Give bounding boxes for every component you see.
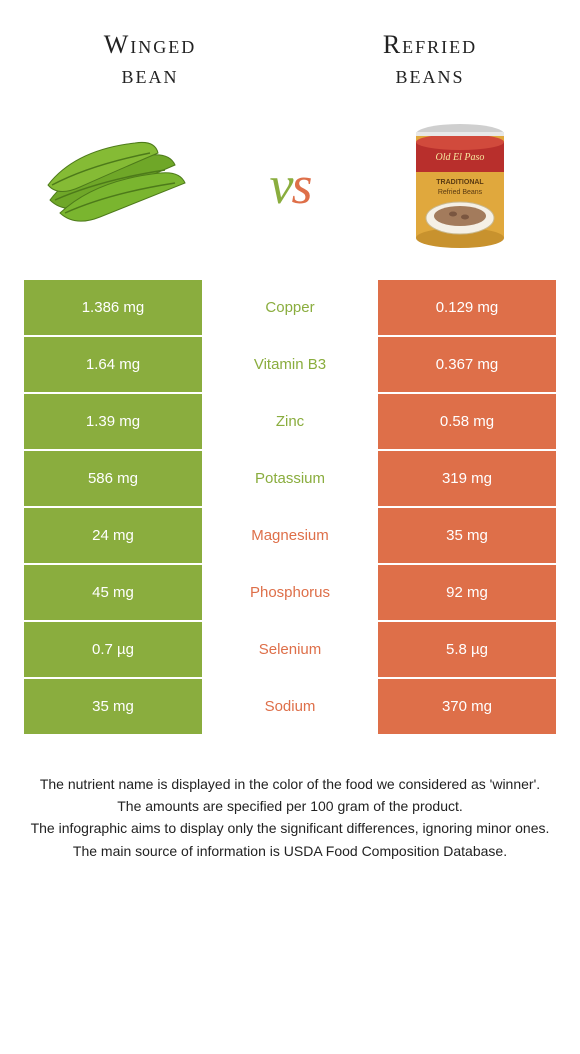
nutrient-name: Copper (202, 280, 378, 335)
winged-bean-image (40, 120, 200, 250)
table-row: 24 mgMagnesium35 mg (24, 508, 556, 563)
nutrient-name: Selenium (202, 622, 378, 677)
title-right-line1: Refried (383, 30, 477, 59)
can-icon: Old El Paso TRADITIONAL Refried Beans (405, 120, 515, 250)
table-row: 586 mgPotassium319 mg (24, 451, 556, 506)
images-row: vs Old El Paso TRADITIONAL Refried Beans (0, 100, 580, 280)
svg-text:TRADITIONAL: TRADITIONAL (436, 179, 484, 186)
right-value: 35 mg (378, 508, 556, 563)
table-row: 45 mgPhosphorus92 mg (24, 565, 556, 620)
footer-line-3: The infographic aims to display only the… (20, 818, 560, 838)
vs-v: v (270, 155, 292, 215)
vs-s: s (291, 155, 310, 215)
nutrient-name: Phosphorus (202, 565, 378, 620)
left-value: 45 mg (24, 565, 202, 620)
left-value: 1.386 mg (24, 280, 202, 335)
left-value: 0.7 µg (24, 622, 202, 677)
left-value: 24 mg (24, 508, 202, 563)
table-row: 0.7 µgSelenium5.8 µg (24, 622, 556, 677)
title-left-line2: bean (122, 60, 179, 89)
left-value: 1.64 mg (24, 337, 202, 392)
right-value: 5.8 µg (378, 622, 556, 677)
left-value: 586 mg (24, 451, 202, 506)
header: Winged bean Refried beans (0, 0, 580, 100)
right-value: 319 mg (378, 451, 556, 506)
right-value: 92 mg (378, 565, 556, 620)
title-left-line1: Winged (104, 30, 197, 59)
table-row: 1.386 mgCopper0.129 mg (24, 280, 556, 335)
table-row: 1.64 mgVitamin B30.367 mg (24, 337, 556, 392)
left-value: 35 mg (24, 679, 202, 734)
nutrient-name: Potassium (202, 451, 378, 506)
nutrient-name: Sodium (202, 679, 378, 734)
footer-notes: The nutrient name is displayed in the co… (0, 774, 580, 861)
nutrient-name: Zinc (202, 394, 378, 449)
left-value: 1.39 mg (24, 394, 202, 449)
title-left: Winged bean (50, 30, 250, 90)
nutrient-name: Magnesium (202, 508, 378, 563)
right-value: 0.367 mg (378, 337, 556, 392)
svg-text:Old El Paso: Old El Paso (436, 152, 485, 163)
refried-beans-image: Old El Paso TRADITIONAL Refried Beans (380, 120, 540, 250)
title-right: Refried beans (330, 30, 530, 90)
footer-line-4: The main source of information is USDA F… (20, 841, 560, 861)
table-row: 1.39 mgZinc0.58 mg (24, 394, 556, 449)
right-value: 370 mg (378, 679, 556, 734)
right-value: 0.129 mg (378, 280, 556, 335)
footer-line-2: The amounts are specified per 100 gram o… (20, 796, 560, 816)
svg-text:Refried Beans: Refried Beans (438, 189, 483, 196)
vs-label: vs (270, 154, 311, 216)
footer-line-1: The nutrient name is displayed in the co… (20, 774, 560, 794)
winged-bean-icon (40, 125, 200, 245)
table-row: 35 mgSodium370 mg (24, 679, 556, 734)
right-value: 0.58 mg (378, 394, 556, 449)
nutrient-table: 1.386 mgCopper0.129 mg1.64 mgVitamin B30… (24, 280, 556, 734)
nutrient-name: Vitamin B3 (202, 337, 378, 392)
title-right-line2: beans (395, 60, 464, 89)
